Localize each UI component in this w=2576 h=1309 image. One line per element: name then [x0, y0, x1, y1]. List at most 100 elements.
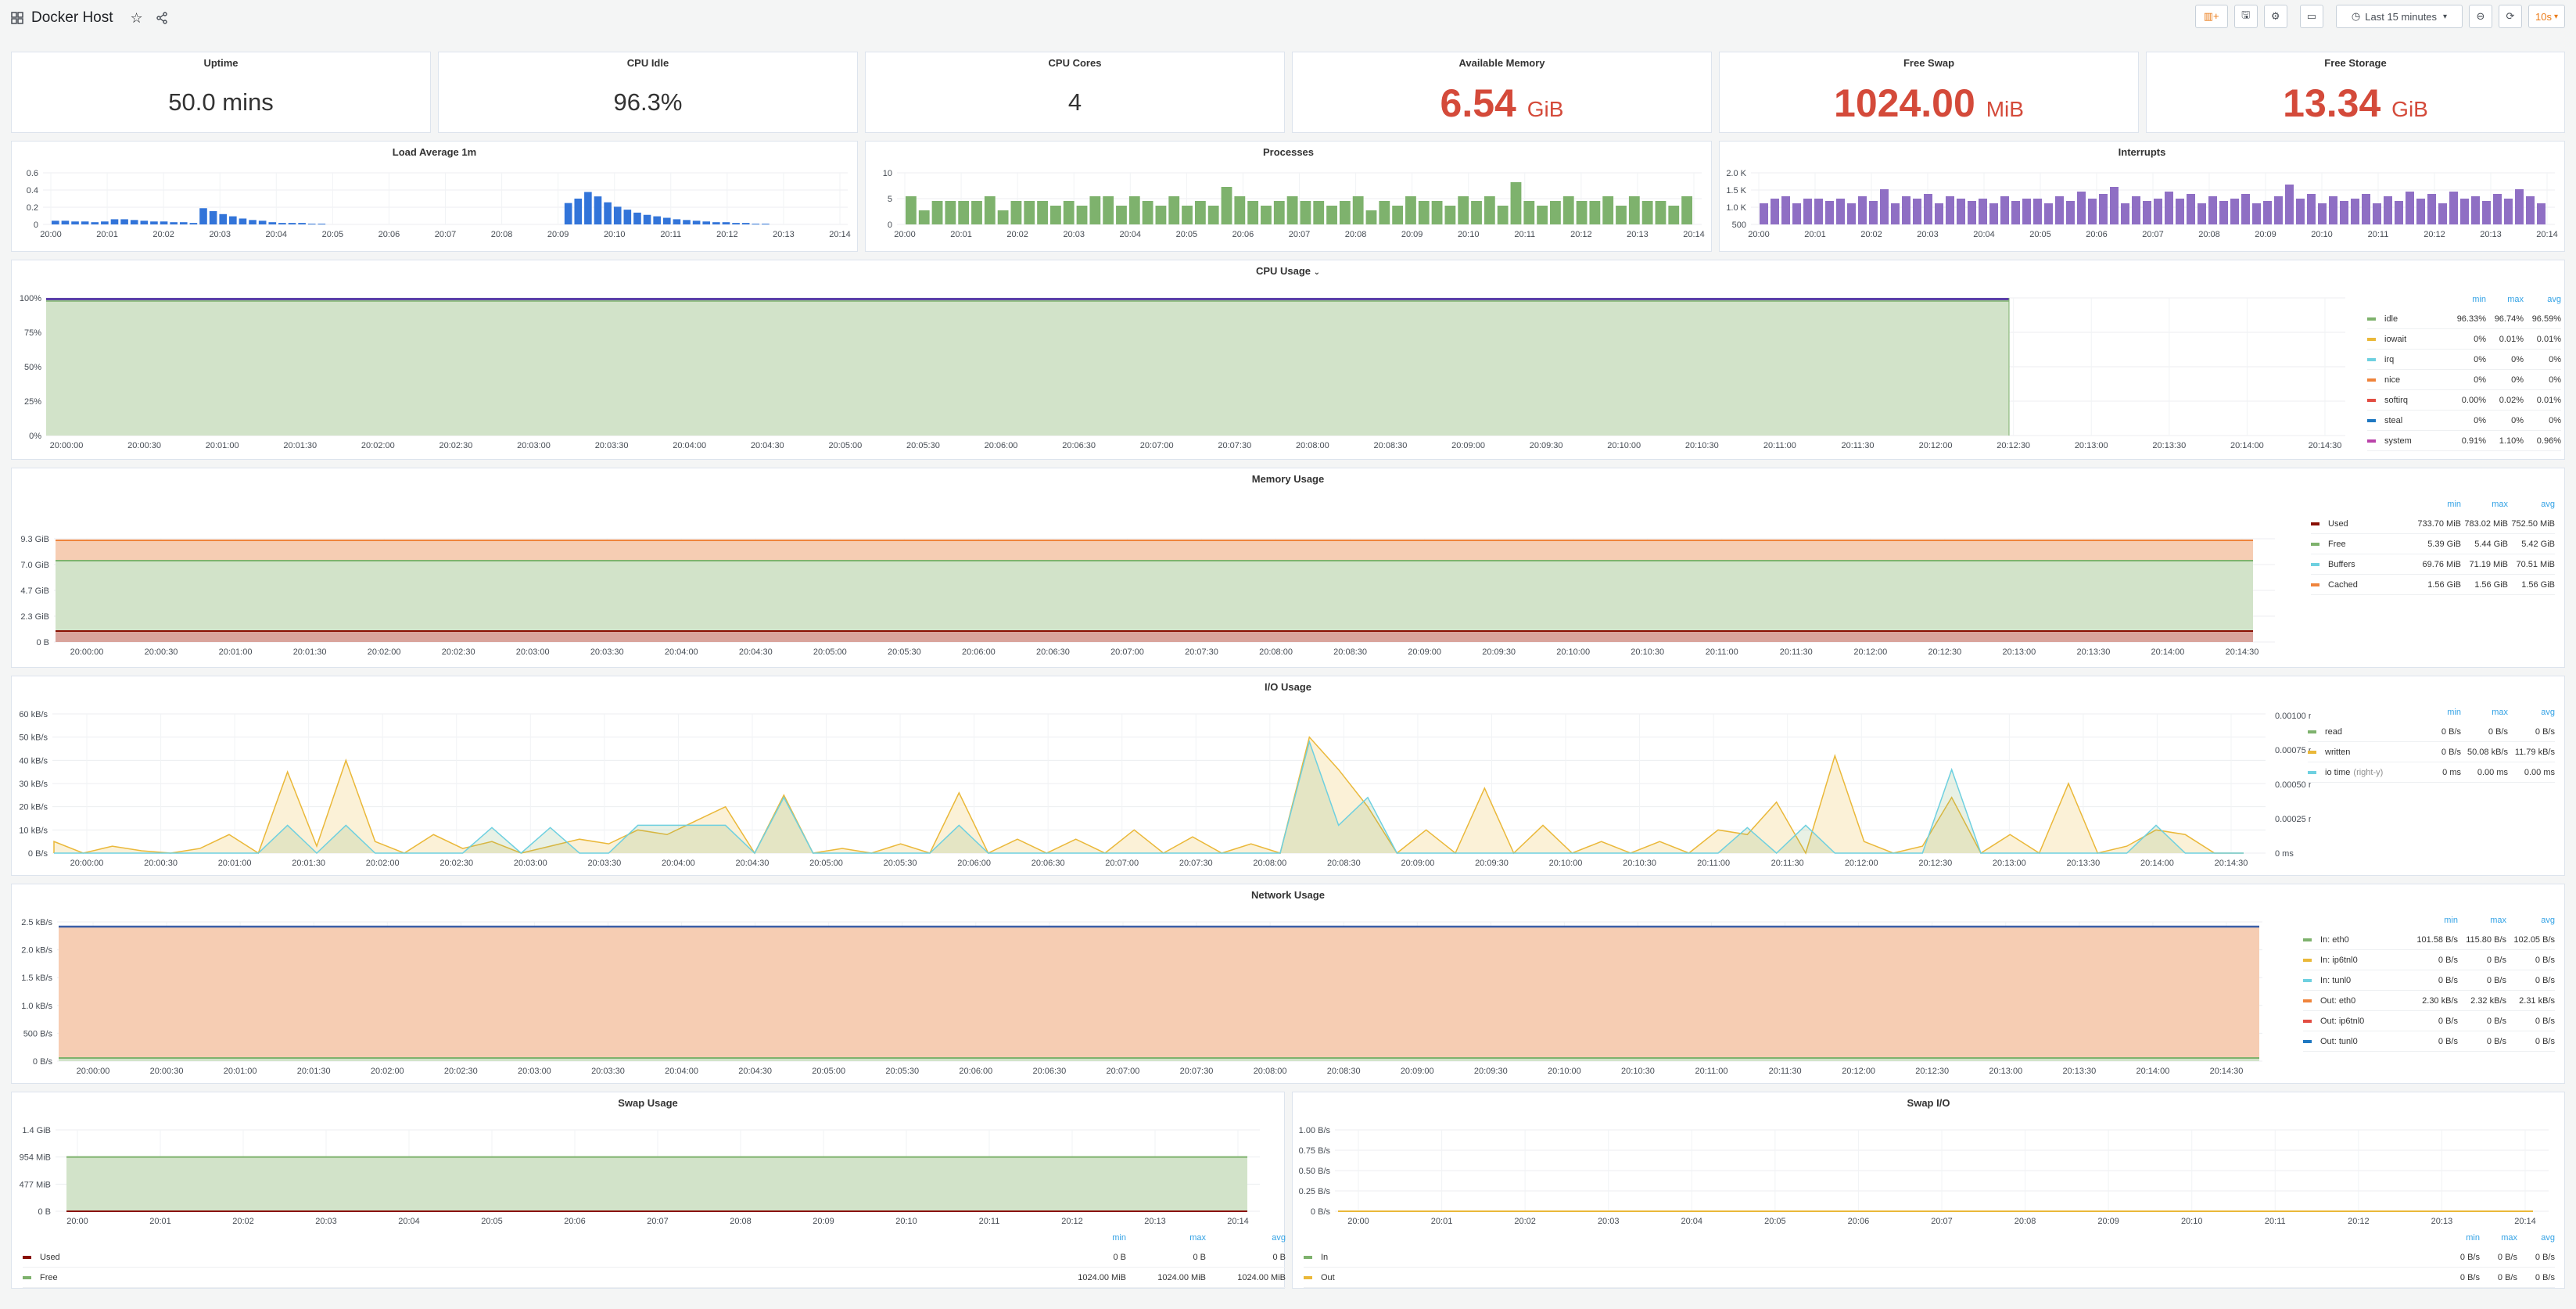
legend-column-max[interactable]: max — [2492, 500, 2508, 509]
x-tick-label: 20:14:00 — [2230, 441, 2264, 450]
legend-item-irq[interactable]: irq 0% 0% 0% — [2367, 350, 2561, 370]
memory-usage-panel[interactable]: Memory Usage 9.3 GiB 7.0 GiB 4.7 GiB 2.3 Gi… — [11, 468, 2565, 668]
legend-column-min[interactable]: min — [2444, 916, 2458, 925]
processes-panel[interactable]: Processes 10 5 0 20:00 20:01 20:02 20:03 20:04 2… — [865, 141, 1712, 252]
settings-button[interactable]: ⚙ — [2263, 5, 2287, 28]
processes-chart: 10 5 020:00 20:01 20:02 20:03 20:04 20:05 20:06 2… — [883, 169, 1705, 239]
x-tick-label: 20:01 — [96, 230, 118, 239]
legend-column-min[interactable]: min — [2447, 500, 2461, 509]
legend-swatch — [2303, 1039, 2312, 1043]
legend-column-max[interactable]: max — [1189, 1233, 1206, 1243]
legend-item-out-tunl0[interactable]: Out: tunl0 0 B/s 0 B/s 0 B/s — [2303, 1031, 2555, 1052]
legend-label: In — [1321, 1253, 2442, 1262]
legend-label-text: Free — [2328, 539, 2346, 549]
legend-column-avg[interactable]: avg — [2547, 295, 2561, 304]
bar — [2384, 196, 2392, 224]
y-tick-label: 40 kB/s — [19, 756, 48, 766]
bar — [2329, 196, 2337, 224]
legend-item-free[interactable]: Free 1024.00 MiB 1024.00 MiB 1024.00 MiB — [23, 1268, 1286, 1288]
legend-item-in-tunl0[interactable]: In: tunl0 0 B/s 0 B/s 0 B/s — [2303, 970, 2555, 991]
stat-panel-free-swap[interactable]: Free Swap 1024.00 MiB — [1719, 52, 2139, 133]
legend-column-min[interactable]: min — [2466, 1233, 2480, 1243]
legend-item-system[interactable]: system 0.91% 1.10% 0.96% — [2367, 431, 2561, 451]
legend-item-out[interactable]: Out 0 B/s 0 B/s 0 B/s — [1304, 1268, 2555, 1288]
io-usage-panel[interactable]: I/O Usage 60 kB/s 50 kB/s 40 kB/s 30 kB/s 20… — [11, 676, 2565, 876]
time-picker-button[interactable]: ◷ Last 15 minutes ▾ — [2336, 5, 2463, 28]
swap-usage-panel[interactable]: Swap Usage 1.4 GiB 954 MiB 477 MiB 0 B 20:00… — [11, 1092, 1286, 1289]
stat-panel-uptime[interactable]: Uptime 50.0 mins — [11, 52, 431, 133]
x-tick-label: 20:14 — [2514, 1217, 2536, 1226]
legend-min-value: 0 B/s — [2438, 1016, 2458, 1026]
panel-title[interactable]: CPU Usage ⌄ — [12, 265, 2564, 277]
legend-item-in[interactable]: In 0 B/s 0 B/s 0 B/s — [1304, 1247, 2555, 1268]
legend-column-min[interactable]: min — [2472, 295, 2486, 304]
zoom-out-button[interactable]: ⊖ — [2469, 5, 2492, 28]
legend-column-avg[interactable]: avg — [2541, 708, 2555, 717]
bar — [683, 220, 691, 224]
legend-label: nice — [2384, 375, 2449, 385]
legend-item-steal[interactable]: steal 0% 0% 0% — [2367, 411, 2561, 431]
refresh-interval-button[interactable]: 10s ▾ — [2528, 5, 2565, 28]
legend-item-buffers[interactable]: Buffers 69.76 MiB 71.19 MiB 70.51 MiB — [2311, 554, 2555, 575]
legend-column-max[interactable]: max — [2492, 708, 2508, 717]
share-icon[interactable] — [156, 12, 168, 24]
bar — [1024, 201, 1035, 224]
x-tick-label: 20:01 — [950, 230, 972, 239]
tv-mode-button[interactable]: ▭ — [2299, 5, 2323, 28]
legend-item-in-eth0[interactable]: In: eth0 101.58 B/s 115.80 B/s 102.05 B/s — [2303, 930, 2555, 950]
legend-swatch — [2303, 938, 2312, 941]
legend-item-out-ip6tnl0[interactable]: Out: ip6tnl0 0 B/s 0 B/s 0 B/s — [2303, 1011, 2555, 1031]
legend-column-min[interactable]: min — [2447, 708, 2461, 717]
legend-swatch — [2303, 958, 2312, 962]
legend-item-nice[interactable]: nice 0% 0% 0% — [2367, 370, 2561, 390]
stat-panel-available-memory[interactable]: Available Memory 6.54 GiB — [1292, 52, 1712, 133]
legend-label-text: Free — [40, 1272, 58, 1282]
legend-item-softirq[interactable]: softirq 0.00% 0.02% 0.01% — [2367, 390, 2561, 411]
legend-item-used[interactable]: Used 0 B 0 B 0 B — [23, 1247, 1286, 1268]
legend-item-used[interactable]: Used 733.70 MiB 783.02 MiB 752.50 MiB — [2311, 514, 2555, 534]
legend-item-io-time[interactable]: io time (right-y) 0 ms 0.00 ms 0.00 ms — [2308, 762, 2555, 783]
legend-item-free[interactable]: Free 5.39 GiB 5.44 GiB 5.42 GiB — [2311, 534, 2555, 554]
save-dashboard-button[interactable]: 🖫 — [2233, 5, 2258, 28]
legend-column-max[interactable]: max — [2501, 1233, 2517, 1243]
legend-axis-note: (right-y) — [2353, 767, 2384, 777]
legend-column-max[interactable]: max — [2490, 916, 2506, 925]
dashboard-title[interactable]: Docker Host — [31, 9, 113, 26]
swap-io-panel[interactable]: Swap I/O 1.00 B/s 0.75 B/s 0.50 B/s 0.25 B/… — [1292, 1092, 2565, 1289]
stat-panel-free-storage[interactable]: Free Storage 13.34 GiB — [2146, 52, 2565, 133]
legend-item-in-ip6tnl0[interactable]: In: ip6tnl0 0 B/s 0 B/s 0 B/s — [2303, 950, 2555, 970]
legend-column-avg[interactable]: avg — [2541, 916, 2555, 925]
x-tick-label: 20:12 — [716, 230, 738, 239]
cpu-usage-panel[interactable]: CPU Usage ⌄ 100% 75% 50% 25% 0% 20:00:00 20:00… — [11, 260, 2565, 460]
apps-grid-icon[interactable] — [11, 12, 23, 24]
legend-column-min[interactable]: min — [1112, 1233, 1126, 1243]
legend-item-iowait[interactable]: iowait 0% 0.01% 0.01% — [2367, 329, 2561, 350]
legend-item-read[interactable]: read 0 B/s 0 B/s 0 B/s — [2308, 722, 2555, 742]
legend-column-max[interactable]: max — [2507, 295, 2524, 304]
panel-title: I/O Usage — [1265, 681, 1311, 693]
interrupts-panel[interactable]: Interrupts 2.0 K 1.5 K 1.0 K 500 20:00 20:01 2… — [1719, 141, 2565, 252]
load-average-panel[interactable]: Load Average 1m 0.6 0.4 0.2 0 20:00 20:01 20:0… — [11, 141, 858, 252]
stat-panel-cpu-idle[interactable]: CPU Idle 96.3% — [438, 52, 858, 133]
x-tick-label: 20:13:30 — [2062, 1067, 2096, 1076]
legend-item-written[interactable]: written 0 B/s 50.08 kB/s 11.79 kB/s — [2308, 742, 2555, 762]
legend-column-avg[interactable]: avg — [1272, 1233, 1286, 1243]
legend-column-avg[interactable]: avg — [2541, 1233, 2555, 1243]
legend-column-avg[interactable]: avg — [2541, 500, 2555, 509]
refresh-button[interactable]: ⟳ — [2499, 5, 2522, 28]
x-tick-label: 20:05 — [1764, 1217, 1786, 1226]
star-icon[interactable]: ☆ — [130, 9, 143, 26]
network-usage-panel[interactable]: Network Usage 2.5 kB/s 2.0 kB/s 1.5 kB/s 1.… — [11, 884, 2565, 1084]
add-panel-button[interactable]: ▥+ — [2194, 5, 2228, 28]
bar — [1497, 206, 1509, 224]
legend-item-out-eth0[interactable]: Out: eth0 2.30 kB/s 2.32 kB/s 2.31 kB/s — [2303, 991, 2555, 1011]
legend-max-value: 5.44 GiB — [2474, 539, 2508, 549]
x-tick-label: 20:02 — [1860, 230, 1882, 239]
stat-panel-cpu-cores[interactable]: CPU Cores 4 — [865, 52, 1285, 133]
legend-item-idle[interactable]: idle 96.33% 96.74% 96.59% — [2367, 309, 2561, 329]
x-tick-label: 20:00 — [894, 230, 916, 239]
legend-item-cached[interactable]: Cached 1.56 GiB 1.56 GiB 1.56 GiB — [2311, 575, 2555, 595]
x-tick-label: 20:07 — [1931, 1217, 1953, 1226]
x-tick-label: 20:14:00 — [2151, 647, 2185, 657]
legend-max-value: 0% — [2511, 415, 2524, 425]
